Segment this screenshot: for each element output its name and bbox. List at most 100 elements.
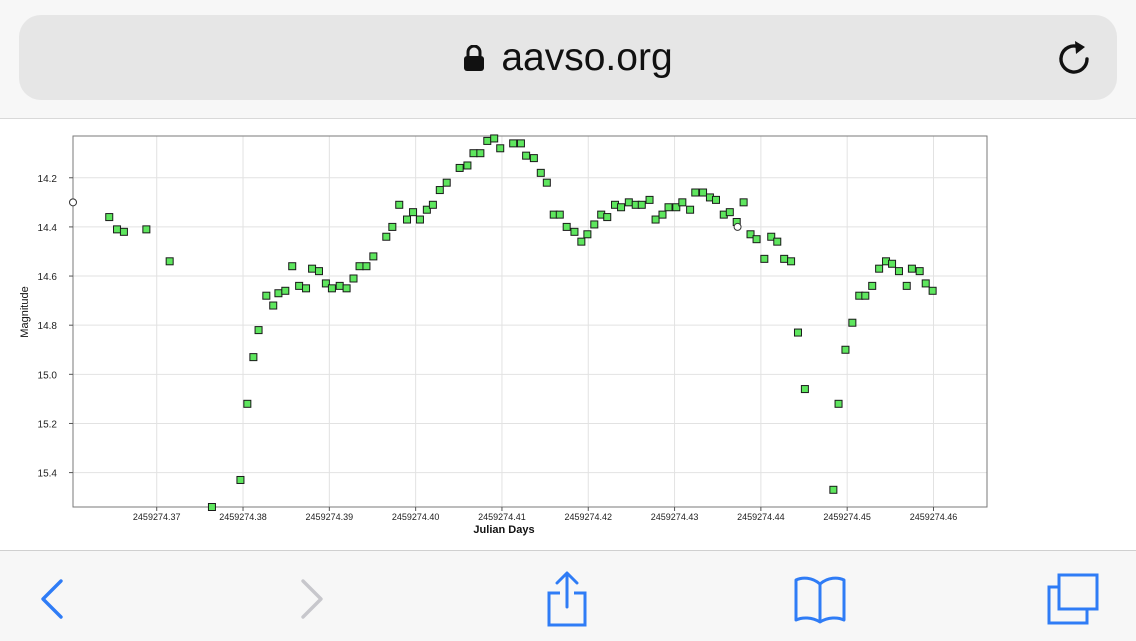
data-point [288, 262, 297, 271]
data-point [113, 225, 122, 234]
share-button[interactable] [537, 569, 597, 629]
data-point [848, 318, 857, 327]
data-point [302, 284, 311, 293]
data-point [752, 235, 761, 244]
data-points [69, 134, 937, 511]
browser-bottom-toolbar [0, 550, 1136, 641]
data-point [362, 262, 371, 271]
data-point [875, 264, 884, 273]
data-point [780, 254, 789, 263]
data-point [902, 281, 911, 290]
data-point [254, 326, 263, 335]
data-point [711, 195, 720, 204]
data-point [355, 262, 364, 271]
data-point [542, 178, 551, 187]
data-point [105, 213, 114, 222]
data-point [308, 264, 317, 273]
data-point [577, 237, 586, 246]
y-tick-label: 14.8 [38, 321, 58, 332]
grid [73, 136, 987, 507]
data-point [787, 257, 796, 266]
url-text: aavso.org [501, 35, 673, 79]
forward-button[interactable] [282, 569, 342, 629]
data-point [349, 274, 358, 283]
x-tick-label: 2459274.46 [910, 512, 958, 522]
data-point [269, 301, 278, 310]
data-point [760, 254, 769, 263]
data-point [793, 328, 802, 337]
data-point [603, 213, 612, 222]
web-content: 14.2 14.4 14.6 14.8 15.0 15.2 15.4 2459274.37 2… [0, 119, 1136, 550]
forward-icon [301, 579, 323, 619]
data-point [590, 220, 599, 229]
data-point [428, 200, 437, 209]
data-point [921, 279, 930, 288]
tabs-icon [1047, 573, 1099, 625]
data-point [691, 188, 700, 197]
data-point [570, 227, 579, 236]
data-point [664, 203, 673, 212]
y-tick-label: 15.4 [38, 469, 58, 480]
browser-top-bar: aavso.org [0, 0, 1136, 119]
data-point [274, 289, 283, 298]
data-point [678, 198, 687, 207]
data-point [422, 205, 431, 214]
x-tick-label: 2459274.38 [219, 512, 267, 522]
share-icon [547, 571, 587, 627]
data-point [490, 134, 499, 143]
data-point [834, 399, 843, 408]
tabs-button[interactable] [1043, 569, 1103, 629]
data-point [686, 205, 695, 214]
x-tick-label: 2459274.43 [651, 512, 699, 522]
data-point [335, 281, 344, 290]
data-point [617, 203, 626, 212]
data-point [773, 237, 782, 246]
y-tick-label: 14.4 [38, 223, 58, 234]
url-display[interactable]: aavso.org [19, 15, 1117, 100]
data-point [243, 399, 252, 408]
reload-icon[interactable] [1057, 39, 1093, 77]
data-point [868, 281, 877, 290]
back-button[interactable] [22, 569, 82, 629]
data-point [207, 503, 216, 511]
data-point [645, 195, 654, 204]
data-point [841, 345, 850, 354]
data-point [249, 353, 258, 362]
data-point [651, 215, 660, 224]
data-point [321, 279, 330, 288]
data-point [435, 186, 444, 195]
data-point [369, 252, 378, 261]
x-tick-label: 2459274.45 [823, 512, 871, 522]
address-bar[interactable]: aavso.org [19, 15, 1117, 100]
x-axis-label: Julian Days [473, 524, 534, 536]
data-point [624, 198, 633, 207]
data-point [415, 215, 424, 224]
data-point [725, 208, 734, 217]
data-point [907, 264, 916, 273]
y-tick-label: 15.2 [38, 419, 58, 430]
data-point [583, 230, 592, 239]
data-point [522, 151, 531, 160]
bookmarks-button[interactable] [790, 569, 850, 629]
data-point [699, 188, 708, 197]
back-icon [41, 579, 63, 619]
data-point [314, 267, 323, 276]
x-tick-label: 2459274.39 [306, 512, 354, 522]
data-point [463, 161, 472, 170]
data-point-circle [733, 222, 742, 231]
data-point [672, 203, 681, 212]
data-point [888, 259, 897, 268]
x-tick-label: 2459274.44 [737, 512, 785, 522]
data-point [281, 286, 290, 295]
data-point [295, 281, 304, 290]
data-point [562, 222, 571, 231]
data-point [496, 144, 505, 153]
data-point [767, 232, 776, 241]
data-point [509, 139, 518, 148]
data-point [469, 149, 478, 158]
data-point [658, 210, 667, 219]
data-point [861, 291, 870, 300]
data-point [476, 149, 485, 158]
data-point [746, 230, 755, 239]
bookmarks-icon [794, 576, 846, 624]
